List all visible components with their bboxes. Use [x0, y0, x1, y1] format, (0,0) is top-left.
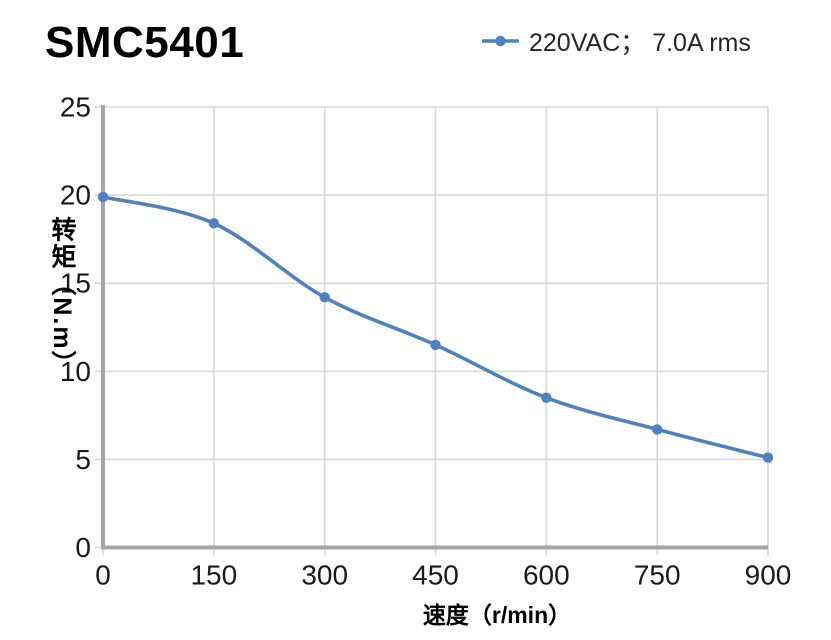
data-point-marker [762, 452, 774, 463]
data-point-marker [652, 424, 663, 435]
y-tick-label: 10 [60, 356, 91, 387]
x-tick-label: 0 [95, 560, 111, 591]
legend-label: 220VAC； 7.0A rms [529, 29, 751, 57]
x-tick-label: 600 [523, 560, 570, 591]
y-tick-label: 25 [60, 92, 91, 123]
data-point-marker [208, 218, 219, 229]
y-axis-title: 转矩（N.m） [48, 216, 76, 378]
legend: 220VAC； 7.0A rms [482, 27, 751, 57]
y-tick-label: 15 [60, 268, 91, 299]
y-tick-label: 0 [75, 532, 91, 563]
x-tick-label: 300 [301, 560, 348, 591]
y-tick-label: 5 [75, 444, 91, 475]
data-point-marker [319, 292, 330, 303]
chart-title: SMC5401 [45, 18, 245, 67]
data-point-marker [430, 339, 441, 351]
x-tick-label: 750 [634, 560, 681, 591]
legend-line-marker-icon [482, 35, 519, 47]
x-tick-label: 900 [745, 560, 792, 591]
data-point-marker [541, 392, 552, 403]
x-tick-label: 450 [412, 560, 459, 591]
x-tick-label: 150 [190, 560, 237, 591]
data-point-marker [97, 191, 109, 203]
x-axis-title: 速度（r/min） [422, 602, 572, 628]
y-tick-label: 20 [60, 180, 91, 211]
